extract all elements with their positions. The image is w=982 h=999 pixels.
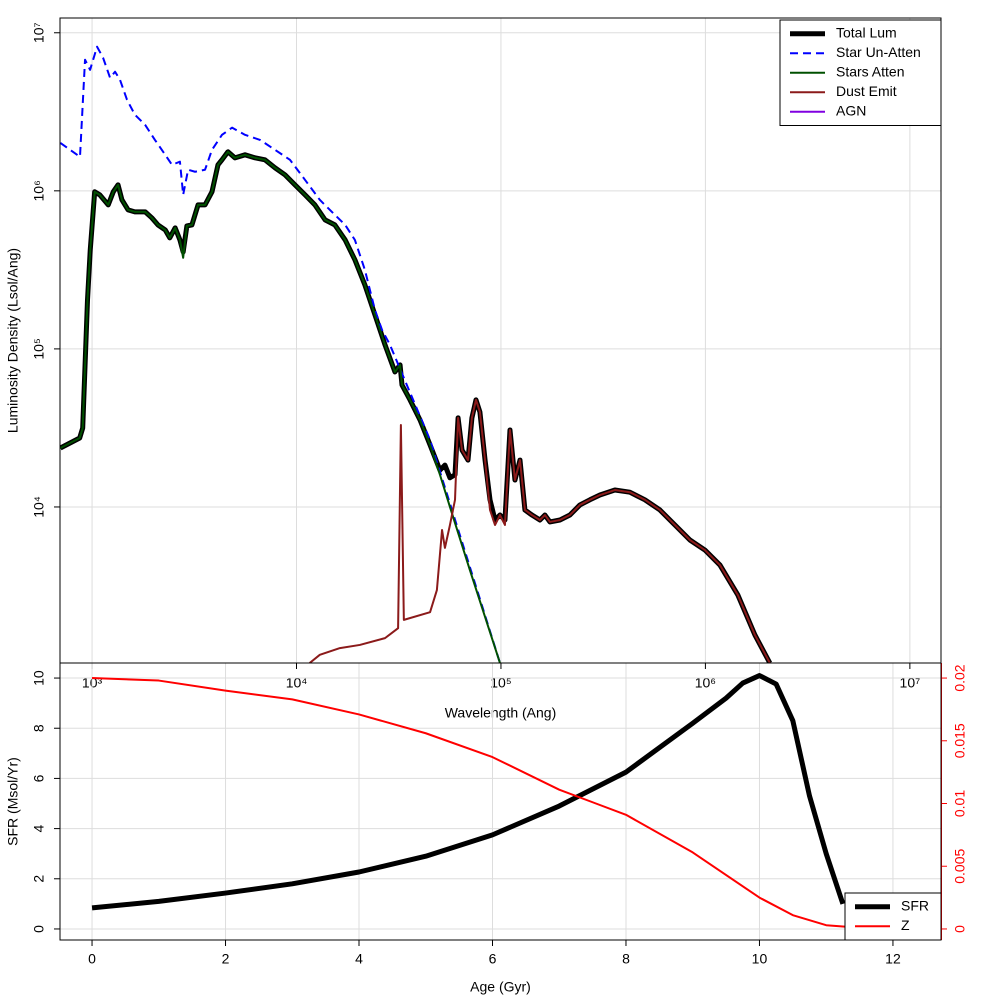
x-tick-label: 4 [355,951,363,967]
y-tick-label: 10⁷ [31,22,47,43]
series-line [91,673,846,911]
legend-label: Star Un-Atten [836,44,921,60]
x-tick-label: 10 [752,951,768,967]
plot-area [60,45,773,663]
x-tick-label: 12 [885,951,901,967]
plot-frame [59,662,942,941]
x-tick-label: 10⁶ [695,675,716,691]
legend-label: Dust Emit [836,83,897,99]
x-axis-title: Wavelength (Ang) [445,705,557,721]
legend: SFR Z [844,892,942,941]
y-tick-label: 8 [31,724,47,732]
y-tick-label: 10⁶ [31,180,47,201]
legend-label: Z [901,917,910,933]
x-axis-title: Age (Gyr) [470,979,531,995]
legend-label: Total Lum [836,24,897,40]
plot-area [91,673,893,930]
x-tick-label: 10⁵ [490,675,511,691]
y-tick-label: 4 [31,824,47,832]
x-tick-label: 10⁷ [900,675,921,691]
y-tick-label: 10⁴ [31,496,47,518]
y-tick-label: 0 [31,925,47,933]
y2-tick-label: 0.005 [952,849,968,884]
x-tick-label: 8 [622,951,630,967]
y2-tick-label: 0.01 [952,790,968,817]
y-tick-label: 2 [31,875,47,883]
y-tick-label: 10 [31,670,47,686]
y-axis-title: SFR (Msol/Yr) [5,757,21,846]
x-tick-label: 2 [222,951,230,967]
legend: Total Lum Star Un-Atten Stars Atten Dust Em… [779,19,942,126]
x-tick-label: 6 [489,951,497,967]
legend-label: AGN [836,102,866,118]
y-axis-title: Luminosity Density (Lsol/Ang) [5,248,21,433]
series-line [309,398,771,663]
y-tick-label: 10⁵ [31,338,47,359]
legend-label: SFR [901,897,929,913]
legend-label: Stars Atten [836,63,904,79]
x-tick-label: 10⁴ [286,675,308,691]
y2-tick-label: 0.02 [952,664,968,691]
y2-tick-label: 0.015 [952,723,968,758]
series-line [92,677,893,930]
y2-tick-label: 0 [952,925,968,933]
x-tick-label: 0 [88,951,96,967]
legend-box [844,892,942,941]
series-line [60,150,501,663]
y-tick-label: 6 [31,774,47,782]
series-line [60,45,501,663]
